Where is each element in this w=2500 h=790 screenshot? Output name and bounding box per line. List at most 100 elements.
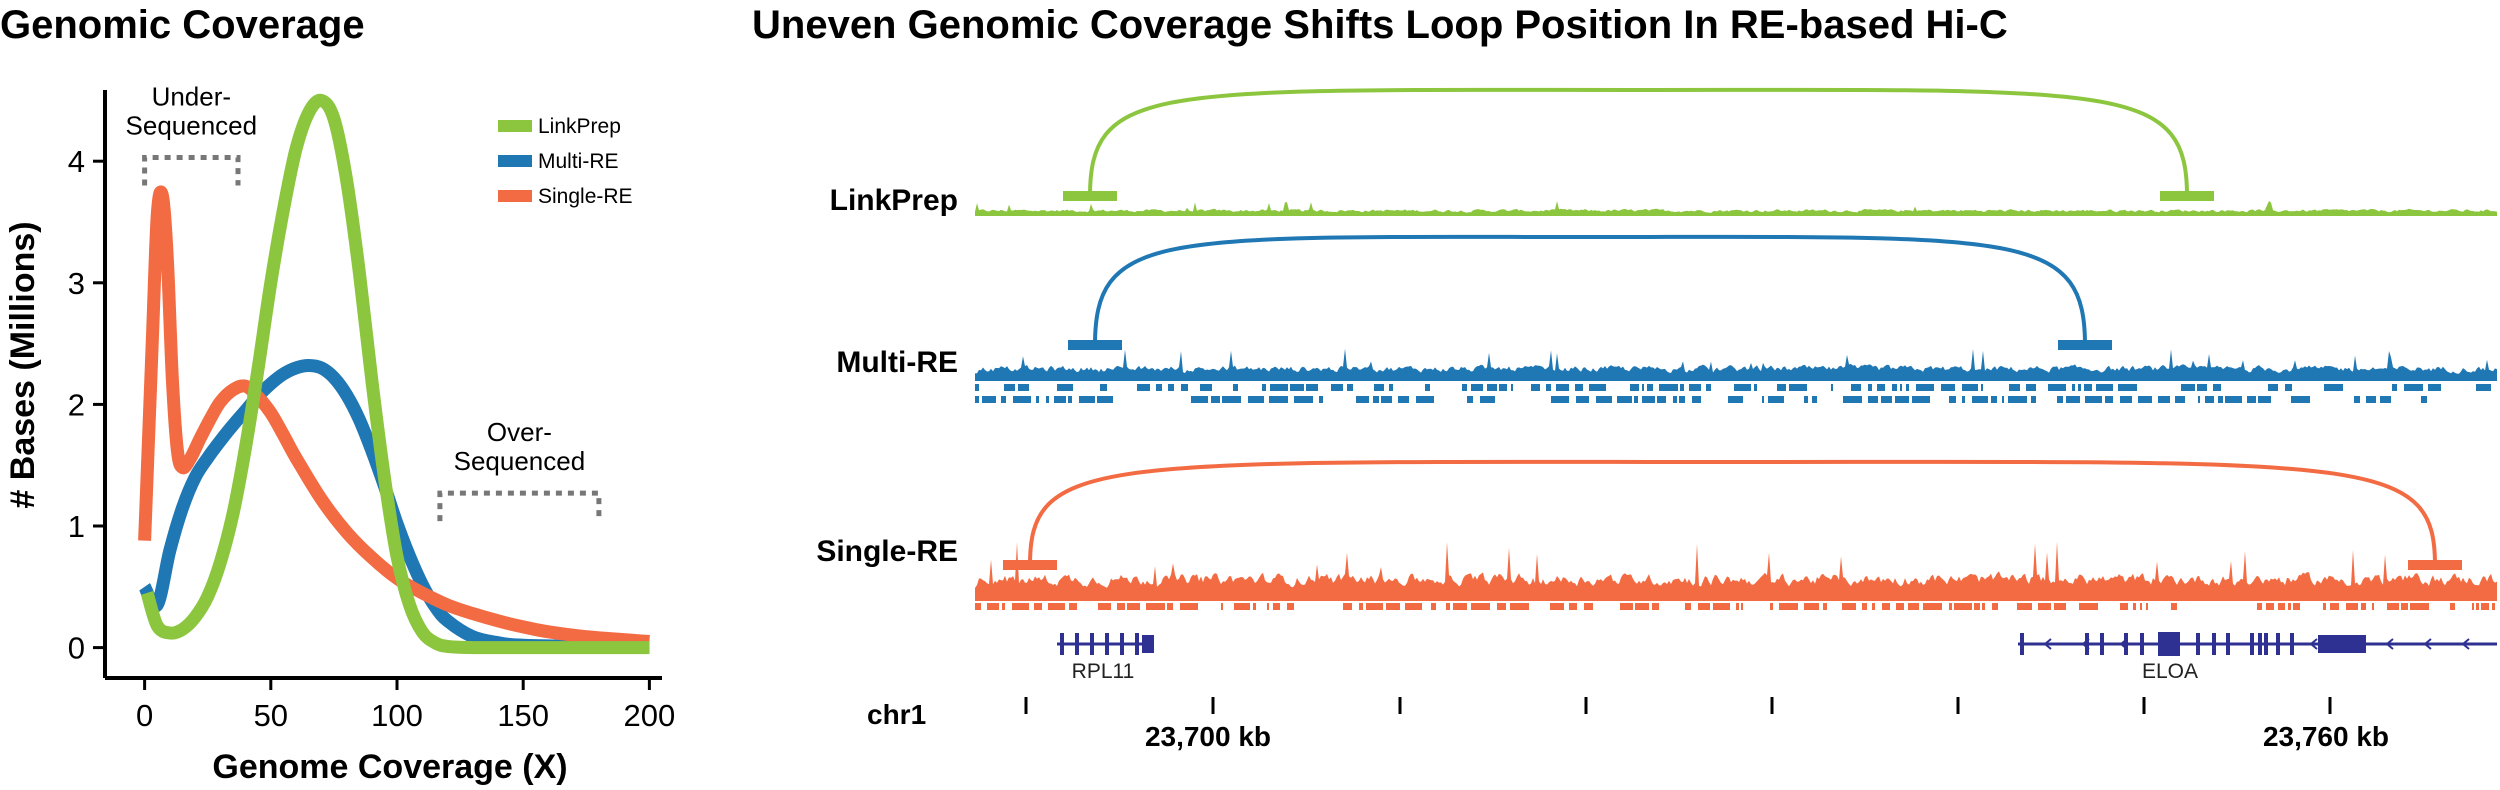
gene-exon <box>2124 633 2128 655</box>
cut-site <box>1453 603 1467 610</box>
strand-arrow <box>2461 638 2470 650</box>
cut-site <box>1222 396 1241 403</box>
cut-site <box>1002 603 1005 610</box>
cut-site <box>1728 396 1743 403</box>
series-line-multi_re <box>138 359 650 653</box>
cut-site <box>1768 396 1784 403</box>
loop-anchor <box>2160 191 2214 201</box>
cut-site <box>1127 603 1140 610</box>
legend-entry: Multi-RE <box>498 150 619 173</box>
cut-site <box>1892 384 1897 391</box>
cut-site <box>987 603 999 610</box>
cut-site <box>1679 396 1685 403</box>
cut-site <box>2198 396 2200 403</box>
cut-site <box>2118 384 2137 391</box>
cut-site <box>1234 603 1250 610</box>
cut-site <box>1267 603 1269 610</box>
cut-site <box>2266 603 2274 610</box>
cut-site <box>1689 384 1701 391</box>
cut-site <box>1054 396 1066 403</box>
cut-site <box>1471 603 1490 610</box>
cut-site <box>1882 603 1890 610</box>
cut-site <box>2372 603 2374 610</box>
cut-site <box>1974 603 1980 610</box>
track-single_re: Single-RE <box>816 459 2497 610</box>
loop-anchor <box>1068 340 1122 350</box>
cut-site <box>1647 384 1653 391</box>
cut-site <box>1290 384 1304 391</box>
y-tick-label: 2 <box>68 387 85 422</box>
annotation-bracket <box>142 155 241 186</box>
cut-site <box>1754 384 1757 391</box>
cut-site <box>1991 396 1997 403</box>
cut-site <box>1366 603 1383 610</box>
x-tick-label: 200 <box>624 698 676 733</box>
track-label: LinkPrep <box>830 184 958 217</box>
cut-site <box>1098 603 1111 610</box>
cut-site <box>1546 384 1551 391</box>
cut-site <box>1359 603 1363 610</box>
cut-site <box>1556 384 1569 391</box>
cut-site <box>1972 396 1988 403</box>
cut-site <box>1804 603 1819 610</box>
legend-label: Single-RE <box>538 185 633 208</box>
cut-site <box>1200 384 1212 391</box>
gene-exon <box>2212 633 2216 655</box>
y-tick-label: 3 <box>68 266 85 301</box>
cut-site <box>2257 603 2262 610</box>
cut-site <box>1499 384 1507 391</box>
cut-site <box>2213 384 2221 391</box>
cut-site <box>2324 384 2343 391</box>
cut-site <box>1137 384 1150 391</box>
cut-site <box>1431 603 1436 610</box>
cut-site <box>2057 396 2063 403</box>
cut-site <box>2387 603 2399 610</box>
y-tick-label: 1 <box>68 509 85 544</box>
cut-site <box>1398 396 1409 403</box>
cut-site <box>2009 384 2020 391</box>
x-tick-label: 0 <box>136 698 153 733</box>
cut-site <box>1872 603 1875 610</box>
gene-rpl11: RPL11 <box>1057 633 1154 683</box>
cut-site <box>1069 603 1077 610</box>
gene-exon <box>2264 633 2268 655</box>
gene-exon <box>1090 633 1094 655</box>
cut-site <box>1576 396 1589 403</box>
browser-title: Uneven Genomic Coverage Shifts Loop Posi… <box>752 3 2008 47</box>
x-axis-label: Genome Coverage (X) <box>212 748 567 786</box>
sequencing-annotation: Under-Sequenced <box>126 82 257 186</box>
gene-label: ELOA <box>2142 660 2198 683</box>
gene-exon <box>2290 633 2294 655</box>
cut-site <box>2048 384 2066 391</box>
cut-site <box>1551 396 1569 403</box>
cut-site <box>1510 603 1529 610</box>
annotation-label: Over- <box>487 417 552 447</box>
cut-site <box>1657 396 1666 403</box>
cut-site <box>1706 384 1711 391</box>
cut-site <box>1779 603 1798 610</box>
cut-site <box>1004 384 1015 391</box>
coordinate-axis <box>1024 697 2332 714</box>
cut-site <box>1550 603 1564 610</box>
legend-label: LinkPrep <box>538 115 621 138</box>
cut-site <box>1812 396 1817 403</box>
cut-site <box>1680 384 1684 391</box>
cut-site <box>2481 603 2489 610</box>
loop-anchor <box>2408 560 2462 570</box>
cut-site <box>1373 396 1379 403</box>
cut-site <box>1916 384 1934 391</box>
cut-site <box>1912 396 1930 403</box>
cut-site <box>2392 384 2397 391</box>
cut-site <box>2288 603 2291 610</box>
cut-site <box>975 603 981 610</box>
cut-site <box>1954 603 1972 610</box>
cut-site <box>1823 603 1827 610</box>
cut-site <box>1343 603 1352 610</box>
cut-site <box>1741 603 1743 610</box>
cut-site <box>1982 603 1985 610</box>
gene-exon <box>1135 633 1139 655</box>
cut-site <box>1736 603 1739 610</box>
cut-site <box>1269 396 1288 403</box>
cut-site <box>1306 384 1318 391</box>
cut-site <box>1068 396 1072 403</box>
